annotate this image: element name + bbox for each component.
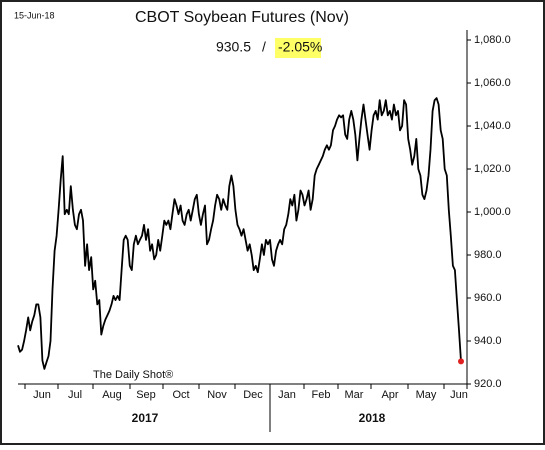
watermark: The Daily Shot® xyxy=(93,369,173,381)
y-tick-label: 960.0 xyxy=(474,292,502,304)
last-value: 930.5 xyxy=(216,39,251,55)
date-label: 15-Jun-18 xyxy=(14,10,55,20)
separator: / xyxy=(262,39,266,55)
x-tick-label: Feb xyxy=(312,389,331,401)
y-tick-label: 1,040.0 xyxy=(474,120,511,132)
change-highlight xyxy=(275,38,321,58)
y-tick-label: 1,060.0 xyxy=(474,77,511,89)
x-tick-label: Nov xyxy=(207,389,227,401)
x-tick-label: Jun xyxy=(450,389,468,401)
y-tick-label: 1,080.0 xyxy=(474,34,511,46)
y-tick-label: 980.0 xyxy=(474,249,502,261)
change-label: -2.05% xyxy=(278,39,322,55)
y-tick-label: 1,000.0 xyxy=(474,206,511,218)
y-tick-label: 920.0 xyxy=(474,378,502,390)
x-tick-label: Jan xyxy=(278,389,296,401)
x-tick-label: Aug xyxy=(102,389,122,401)
x-tick-label: Mar xyxy=(345,389,364,401)
price-line xyxy=(17,97,462,370)
x-tick-label: Jun xyxy=(33,389,51,401)
y-tick-label: 1,020.0 xyxy=(474,163,511,175)
x-tick-label: Jul xyxy=(68,389,82,401)
y-tick-label: 940.0 xyxy=(474,335,502,347)
year-label: 2017 xyxy=(132,411,159,425)
x-tick-label: Apr xyxy=(381,389,398,401)
x-tick-label: Dec xyxy=(243,389,263,401)
x-tick-label: Sep xyxy=(136,389,156,401)
chart-title: CBOT Soybean Futures (Nov) xyxy=(135,9,349,26)
x-tick-label: Oct xyxy=(172,389,189,401)
x-tick-label: May xyxy=(416,389,437,401)
end-marker xyxy=(458,358,464,365)
year-label: 2018 xyxy=(359,411,386,425)
